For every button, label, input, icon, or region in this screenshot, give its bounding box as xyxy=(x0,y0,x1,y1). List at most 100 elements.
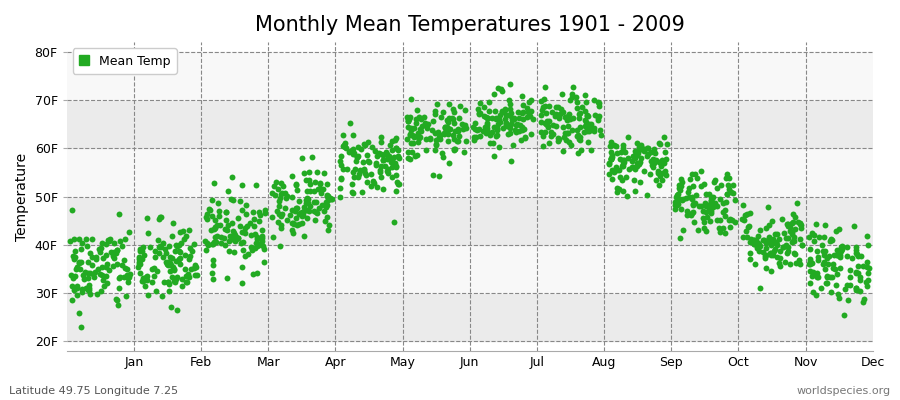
Point xyxy=(809,220,824,227)
Point xyxy=(842,282,857,288)
Point xyxy=(785,220,799,226)
Point xyxy=(162,288,176,294)
Point xyxy=(409,116,423,122)
Point xyxy=(779,242,794,248)
Point xyxy=(772,255,787,261)
Point xyxy=(683,176,698,182)
Point xyxy=(155,292,169,299)
Point xyxy=(707,200,722,206)
Point xyxy=(251,218,266,224)
Point xyxy=(361,139,375,146)
Point xyxy=(630,162,644,169)
Point xyxy=(270,208,284,214)
Point xyxy=(112,211,126,217)
Point xyxy=(289,180,303,187)
Text: Latitude 49.75 Longitude 7.25: Latitude 49.75 Longitude 7.25 xyxy=(9,386,178,396)
Point xyxy=(579,99,593,105)
Point xyxy=(384,138,399,144)
Point xyxy=(382,154,397,161)
Point xyxy=(175,283,189,289)
Point xyxy=(156,254,170,260)
Point xyxy=(571,131,585,138)
Point xyxy=(509,121,524,127)
Point xyxy=(265,190,279,197)
Point xyxy=(487,124,501,130)
Point xyxy=(295,155,310,161)
Point xyxy=(133,246,148,252)
Point xyxy=(670,202,685,208)
Point xyxy=(810,248,824,254)
Point xyxy=(756,236,770,243)
Point xyxy=(95,254,110,261)
Point xyxy=(580,128,594,134)
Point xyxy=(571,133,585,140)
Point xyxy=(288,208,302,214)
Point xyxy=(369,160,383,166)
Point xyxy=(238,252,252,259)
Point xyxy=(826,261,841,267)
Point xyxy=(320,195,335,201)
Point xyxy=(770,254,784,260)
Point xyxy=(652,182,666,188)
Point xyxy=(518,134,533,140)
Point xyxy=(578,92,592,98)
Point xyxy=(467,134,482,140)
Point xyxy=(173,261,187,267)
Point xyxy=(257,207,272,213)
Point xyxy=(781,248,796,254)
Point xyxy=(238,225,252,231)
Point xyxy=(285,219,300,226)
Point xyxy=(814,285,828,292)
Point xyxy=(816,252,831,258)
Point xyxy=(241,251,256,257)
Point xyxy=(233,223,248,230)
Point xyxy=(758,254,772,261)
Point xyxy=(755,237,770,243)
Point xyxy=(502,97,517,104)
Point xyxy=(601,171,616,178)
Bar xyxy=(67,245,873,293)
Point xyxy=(536,132,550,139)
Point xyxy=(451,128,465,134)
Point xyxy=(64,272,78,278)
Point xyxy=(620,193,634,199)
Point xyxy=(381,166,395,172)
Point xyxy=(118,265,132,271)
Point xyxy=(652,140,666,146)
Point xyxy=(302,208,317,214)
Point xyxy=(110,247,124,253)
Point xyxy=(211,200,225,207)
Point xyxy=(76,276,91,282)
Point xyxy=(99,241,113,247)
Point xyxy=(526,116,540,122)
Point xyxy=(592,126,607,133)
Point xyxy=(489,116,503,122)
Point xyxy=(67,286,81,293)
Point xyxy=(558,114,572,120)
Point xyxy=(561,113,575,119)
Point xyxy=(109,250,123,256)
Point xyxy=(337,142,351,149)
Point xyxy=(644,162,659,168)
Point xyxy=(313,181,328,187)
Point xyxy=(161,262,176,268)
Point xyxy=(803,261,817,267)
Point xyxy=(166,220,180,227)
Point xyxy=(646,158,661,164)
Point xyxy=(99,252,113,258)
Point xyxy=(186,264,201,271)
Point xyxy=(573,110,588,116)
Point xyxy=(649,177,663,184)
Point xyxy=(289,215,303,221)
Point xyxy=(493,112,508,118)
Point xyxy=(255,227,269,234)
Point xyxy=(320,192,335,198)
Point xyxy=(208,225,222,232)
Point xyxy=(162,280,176,287)
Point xyxy=(369,162,383,168)
Point xyxy=(99,272,113,279)
Point xyxy=(608,142,622,148)
Point xyxy=(646,156,661,162)
Point xyxy=(374,134,388,140)
Point xyxy=(742,256,757,262)
